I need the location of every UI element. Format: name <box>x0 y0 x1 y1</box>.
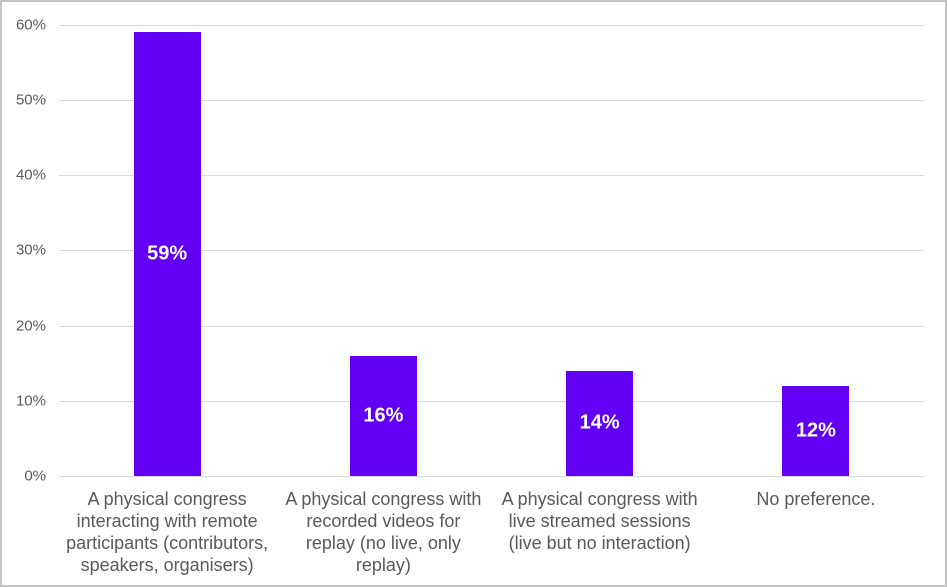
gridline <box>59 99 924 101</box>
data-label: 14% <box>579 411 620 434</box>
y-axis-tick-label: 20% <box>15 317 46 334</box>
category-label: No preference. <box>756 489 876 509</box>
gridline <box>59 325 924 327</box>
y-axis-tick-label: 60% <box>15 16 46 33</box>
data-label: 16% <box>363 404 404 427</box>
y-axis-tick-label: 10% <box>15 392 46 410</box>
data-label: 12% <box>795 419 836 442</box>
data-label: 59% <box>147 242 188 265</box>
bar <box>782 385 850 476</box>
y-axis-tick-label: 0% <box>24 467 46 485</box>
bar <box>349 355 417 476</box>
category-label: A physical congress with recorded videos… <box>285 489 482 575</box>
gridline <box>59 250 924 252</box>
y-axis-tick-label: 50% <box>15 91 46 109</box>
gridline <box>59 24 924 26</box>
gridline <box>59 175 924 176</box>
bar <box>133 32 201 476</box>
y-axis-tick-label: 40% <box>15 166 46 184</box>
category-label: A physical congress with live streamed s… <box>501 489 698 553</box>
category-label: A physical congress interacting with rem… <box>66 489 269 575</box>
gridline <box>59 400 924 402</box>
y-axis-tick-label: 30% <box>15 241 46 259</box>
bar <box>566 370 634 476</box>
gridline <box>59 476 924 477</box>
